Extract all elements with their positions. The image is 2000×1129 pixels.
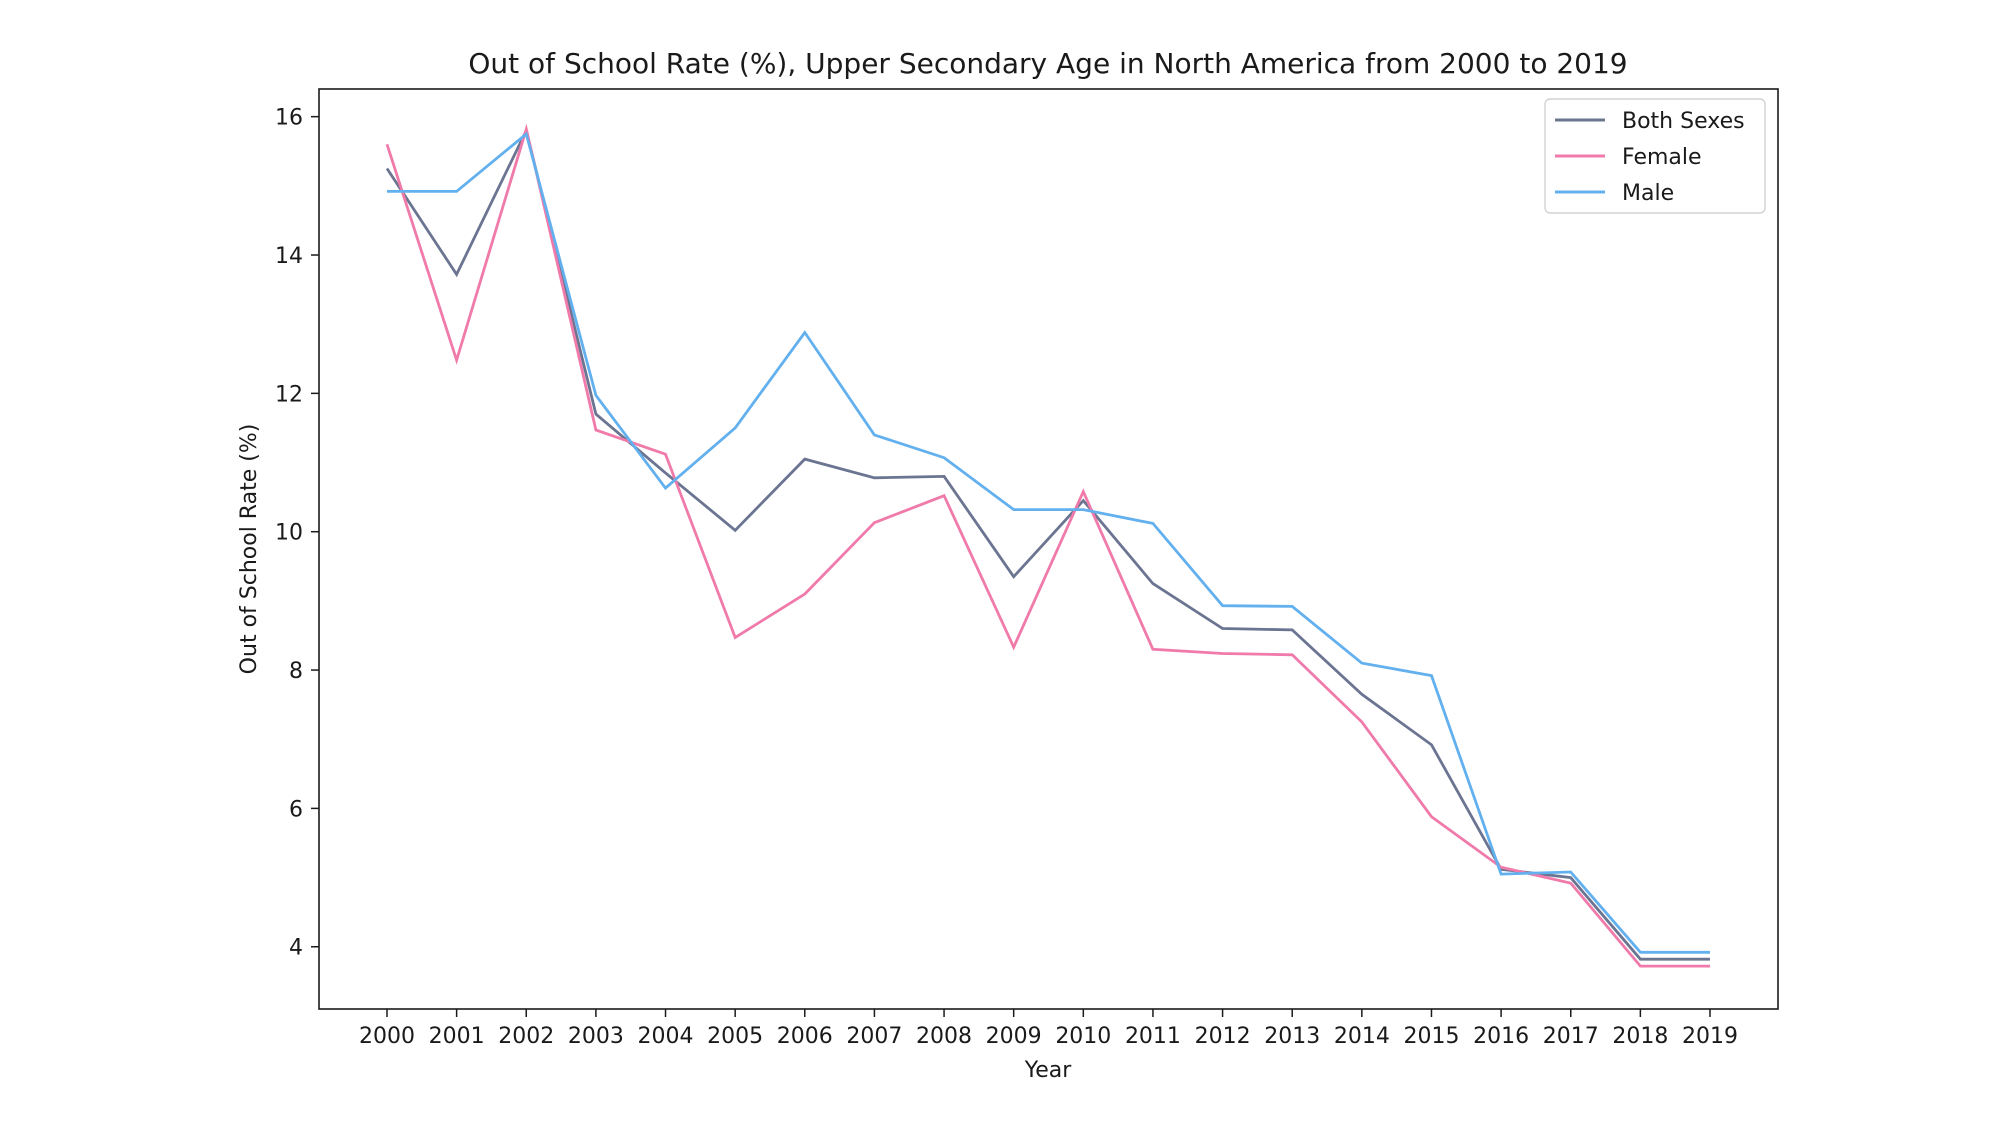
- y-tick-label: 14: [275, 244, 303, 269]
- legend-box: [1544, 98, 1766, 214]
- x-tick-label: 2012: [1195, 1024, 1251, 1049]
- chart-title: Out of School Rate (%), Upper Secondary …: [468, 47, 1627, 80]
- y-tick-label: 10: [275, 521, 303, 546]
- x-tick-label: 2011: [1125, 1024, 1181, 1049]
- x-tick-label: 2019: [1682, 1024, 1738, 1049]
- x-tick-label: 2018: [1612, 1024, 1668, 1049]
- legend-label-male: Male: [1622, 181, 1674, 206]
- x-tick-label: 2005: [707, 1024, 763, 1049]
- x-tick-label: 2010: [1055, 1024, 1111, 1049]
- y-axis-label: Out of School Rate (%): [237, 424, 262, 675]
- x-tick-label: 2013: [1264, 1024, 1320, 1049]
- x-tick-label: 2016: [1473, 1024, 1529, 1049]
- x-tick-label: 2015: [1403, 1024, 1459, 1049]
- x-tick-label: 2009: [986, 1024, 1042, 1049]
- x-tick-label: 2004: [638, 1024, 694, 1049]
- x-tick-label: 2003: [568, 1024, 624, 1049]
- series-line-male: [387, 131, 1710, 954]
- x-tick-label: 2014: [1334, 1024, 1390, 1049]
- y-tick-label: 16: [275, 106, 303, 131]
- x-tick-label: 2007: [846, 1024, 902, 1049]
- y-tick-label: 12: [275, 382, 303, 407]
- x-axis-label: Year: [1024, 1058, 1073, 1083]
- series-line-both-sexes: [385, 126, 1710, 961]
- plot-area-frame: [318, 88, 1779, 1010]
- x-tick-label: 2006: [777, 1024, 833, 1049]
- x-tick-label: 2001: [429, 1024, 485, 1049]
- series-line-female: [385, 123, 1710, 968]
- x-tick-label: 2017: [1543, 1024, 1599, 1049]
- legend-label-both-sexes: Both Sexes: [1622, 109, 1745, 134]
- x-tick-label: 2008: [916, 1024, 972, 1049]
- x-tick-label: 2002: [498, 1024, 554, 1049]
- axis-ticks: 2000 2001 2002 2003 2004 2005 2006 2007 2008 2009…: [275, 106, 1738, 1049]
- series-lines: [385, 123, 1710, 968]
- legend-label-female: Female: [1622, 145, 1702, 170]
- x-tick-label: 2000: [359, 1024, 415, 1049]
- y-tick-label: 8: [289, 659, 303, 684]
- y-tick-label: 6: [289, 797, 303, 822]
- y-tick-label: 4: [289, 936, 303, 961]
- legend: Both Sexes Female Male: [1544, 98, 1766, 214]
